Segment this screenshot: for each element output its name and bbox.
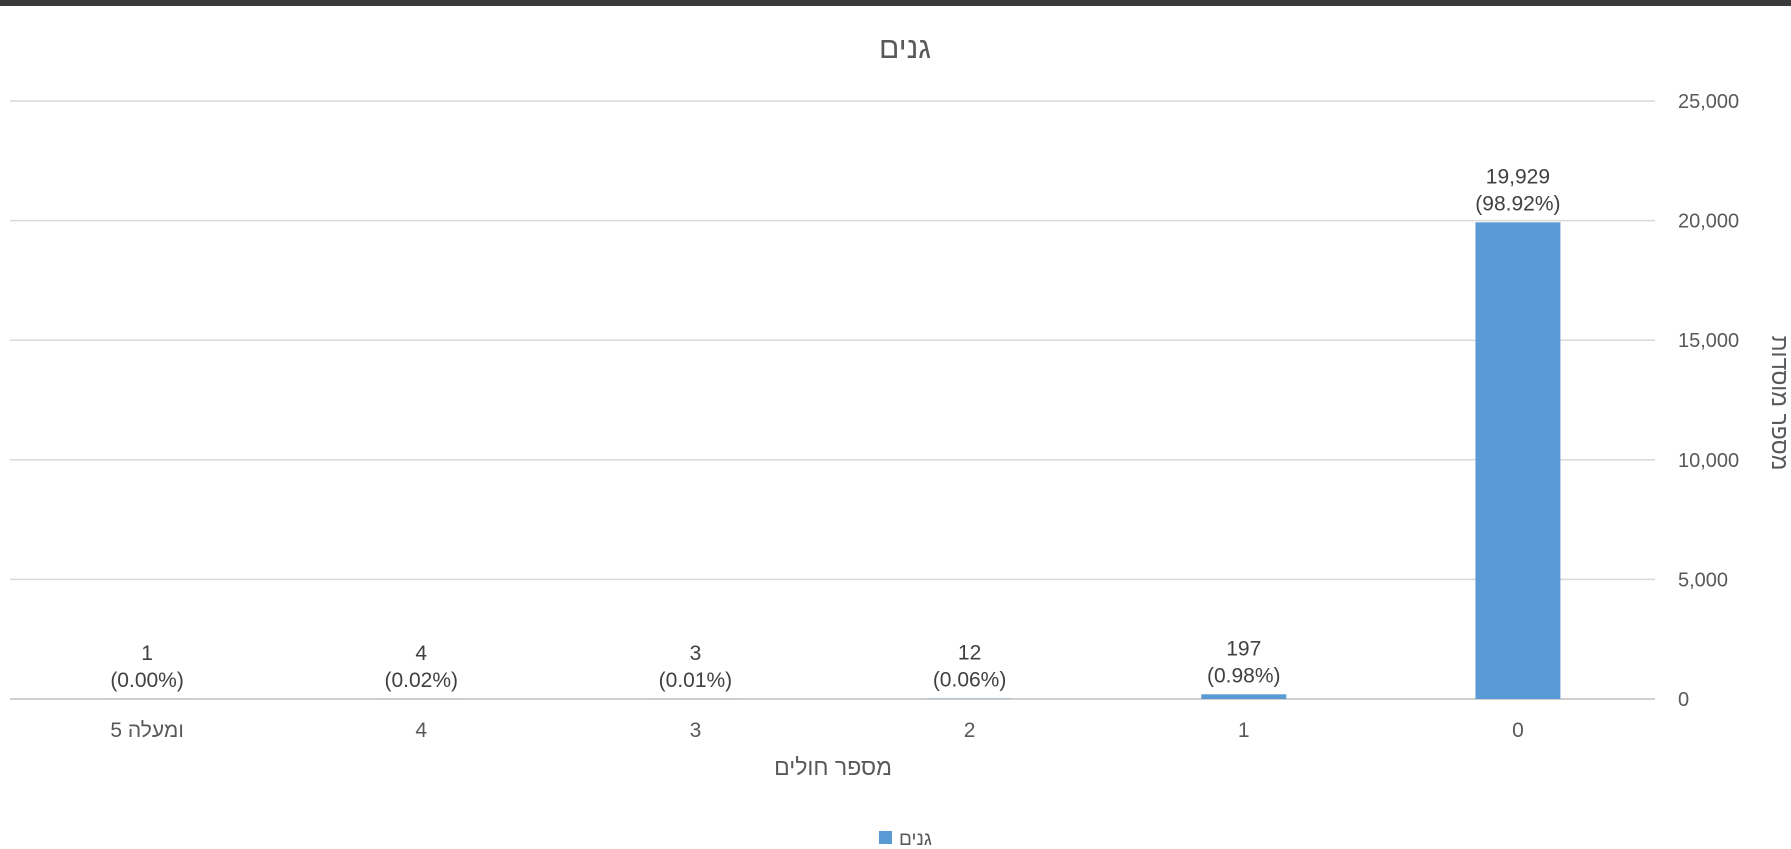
data-label-percent: (0.98%)	[1207, 664, 1281, 687]
y-tick-label: 0	[1678, 689, 1689, 711]
data-label-percent: (98.92%)	[1475, 192, 1560, 215]
y-tick-label: 5,000	[1678, 569, 1728, 591]
data-label-value: 197	[1226, 637, 1261, 660]
bar	[1201, 694, 1287, 699]
data-label-percent: (0.02%)	[384, 669, 458, 692]
data-labels: 19,929 (98.92%) 197 (0.98%) 12 (0.06%) 3 (0.01%…	[110, 165, 1560, 692]
chart-title: גנים	[879, 32, 931, 65]
x-axis-categories: 0 1 2 3 4 5 ומעלה	[110, 719, 1523, 742]
data-label-value: 1	[141, 642, 153, 665]
y-axis-ticks: 0 5,000 10,000 15,000 20,000 25,000	[1678, 91, 1739, 711]
x-category-label: 2	[964, 719, 976, 742]
y-tick-label: 20,000	[1678, 211, 1739, 233]
data-label-value: 3	[690, 642, 702, 665]
data-label-percent: (0.06%)	[933, 669, 1007, 692]
x-category-label: 0	[1512, 719, 1524, 742]
x-category-label: 4	[415, 719, 427, 742]
x-category-label: 3	[690, 719, 702, 742]
data-label-percent: (0.01%)	[659, 669, 733, 692]
data-label-value: 12	[958, 642, 981, 665]
x-category-label: 5 ומעלה	[110, 719, 183, 742]
legend-swatch	[879, 831, 892, 844]
bars	[104, 222, 1561, 699]
x-category-label: 1	[1238, 719, 1250, 742]
y-tick-label: 25,000	[1678, 91, 1739, 113]
data-label-percent: (0.00%)	[110, 669, 184, 692]
window-top-bar	[0, 0, 1791, 6]
x-axis-title: מספר חולים	[774, 754, 892, 780]
legend-label: גנים	[899, 829, 932, 849]
data-label-value: 4	[415, 642, 427, 665]
y-tick-label: 15,000	[1678, 330, 1739, 352]
data-label-value: 19,929	[1486, 165, 1550, 188]
legend: גנים	[879, 829, 932, 849]
gridlines	[10, 100, 1655, 700]
bar	[1475, 222, 1561, 699]
y-tick-label: 10,000	[1678, 450, 1739, 472]
y-axis-title: מספר מוסדות	[1767, 336, 1791, 471]
